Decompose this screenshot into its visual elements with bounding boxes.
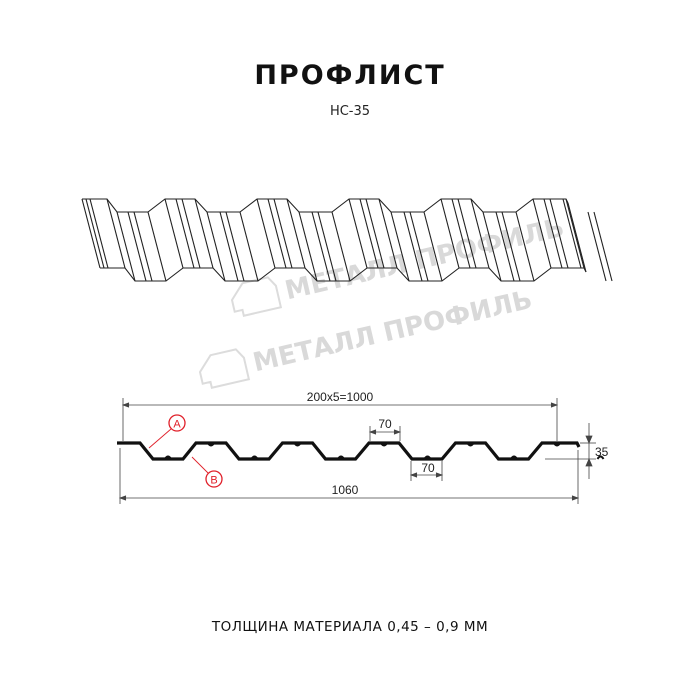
- dimension-arrow: [571, 495, 580, 501]
- sheet-rib-line: [133, 211, 153, 282]
- dimension-arrow: [435, 472, 444, 478]
- sheet-fold-line: [562, 198, 582, 269]
- profile-groove: [337, 455, 345, 460]
- sheet-rib-line: [593, 211, 613, 282]
- watermark-logo-icon: [230, 276, 283, 317]
- profile-groove: [510, 455, 518, 460]
- dim-total-width-label: 1060: [332, 483, 359, 497]
- profile-groove: [466, 442, 475, 447]
- watermark-bottom: МЕТАЛЛ ПРОФИЛЬ: [198, 285, 535, 389]
- marker-b-label: B: [210, 475, 217, 487]
- dimension-arrow: [550, 402, 559, 408]
- dimension-arrow: [121, 402, 130, 408]
- profile-groove: [293, 442, 302, 447]
- profile-groove: [553, 442, 561, 447]
- profile-groove: [380, 442, 388, 447]
- sheet-fold-line: [423, 211, 443, 282]
- sheet-fold-line: [116, 211, 136, 282]
- sheet-rib-line: [311, 211, 331, 282]
- sheet-rib-line: [127, 211, 147, 282]
- sheet-rib-line: [457, 198, 477, 269]
- marker-a: A: [148, 414, 186, 449]
- sheet-rib-line: [409, 211, 429, 282]
- sheet-rib-line: [587, 211, 607, 282]
- cross-section: 200x5=1000 70 70 35 1060 A B: [117, 390, 609, 504]
- dim-height-label: 35: [595, 445, 609, 459]
- sheet-fold-line: [532, 198, 552, 269]
- sheet-rib-line: [403, 211, 423, 282]
- profile-section: [117, 441, 581, 461]
- sheet-rib-line: [359, 198, 379, 269]
- sheet-fold-line: [81, 198, 101, 269]
- sheet-fold-line: [298, 211, 318, 282]
- dimension-arrow: [585, 457, 593, 467]
- sheet-fold-line: [256, 198, 276, 269]
- sheet-rib-line: [549, 198, 569, 269]
- sheet-rib-line: [225, 211, 245, 282]
- sheet-rib-line: [85, 198, 105, 269]
- dim-bottom-width-label: 70: [421, 461, 435, 475]
- dimension-arrow: [368, 429, 377, 435]
- sheet-fold-line: [286, 198, 306, 269]
- sheet-rib-line: [317, 211, 337, 282]
- sheet-rib-line: [501, 211, 521, 282]
- watermark-logo-icon: [198, 348, 251, 389]
- sheet-fold-line: [440, 198, 460, 269]
- dimension-arrow: [393, 429, 402, 435]
- page-title: ПРОФЛИСТ: [254, 60, 446, 91]
- sheet-fold-line: [470, 198, 490, 269]
- sheet-fold-line: [565, 198, 585, 269]
- sheet-rib-line: [543, 198, 563, 269]
- sheet-rib-line: [273, 198, 293, 269]
- sheet-fold-line: [164, 198, 184, 269]
- sheet-fold-line: [239, 211, 259, 282]
- material-thickness: ТОЛЩИНА МАТЕРИАЛА 0,45 – 0,9 ММ: [211, 619, 489, 635]
- sheet-fold-line: [567, 202, 587, 273]
- dimension-arrow: [409, 472, 418, 478]
- profile-groove: [250, 455, 259, 460]
- profile-groove: [596, 455, 605, 460]
- dimension-arrow: [585, 435, 593, 445]
- sheet-fold-line: [515, 211, 535, 282]
- sheet-fold-line: [390, 211, 410, 282]
- dim-top-width-label: 70: [378, 417, 392, 431]
- profile-groove: [207, 442, 215, 447]
- marker-a-label: A: [173, 419, 181, 431]
- sheet-fold-line: [147, 211, 167, 282]
- profile-code: НС-35: [329, 104, 371, 119]
- marker-b: B: [191, 456, 223, 488]
- sheet-fold-line: [331, 211, 351, 282]
- sheet-rib-line: [175, 198, 195, 269]
- dimension-lines: [118, 398, 596, 504]
- dimension-arrow: [118, 495, 127, 501]
- sheet-fold-line: [482, 211, 502, 282]
- sheet-rib-line: [495, 211, 515, 282]
- sheet-fold-line: [106, 198, 126, 269]
- profile-groove: [423, 455, 432, 460]
- sheet-fold-line: [348, 198, 368, 269]
- sheet-3d-view: [81, 198, 613, 282]
- sheet-rib-line: [89, 198, 109, 269]
- profile-groove: [164, 455, 172, 460]
- sheet-top-edge: [82, 198, 569, 213]
- sheet-rib-line: [365, 198, 385, 269]
- sheet-fold-line: [378, 198, 398, 269]
- sheet-rib-line: [219, 211, 239, 282]
- sheet-bottom-edge: [100, 267, 587, 282]
- sheet-fold-line: [194, 198, 214, 269]
- sheet-rib-line: [267, 198, 287, 269]
- sheet-rib-line: [451, 198, 471, 269]
- sheet-fold-line: [206, 211, 226, 282]
- sheet-rib-line: [181, 198, 201, 269]
- dim-pitch-label: 200x5=1000: [307, 390, 374, 404]
